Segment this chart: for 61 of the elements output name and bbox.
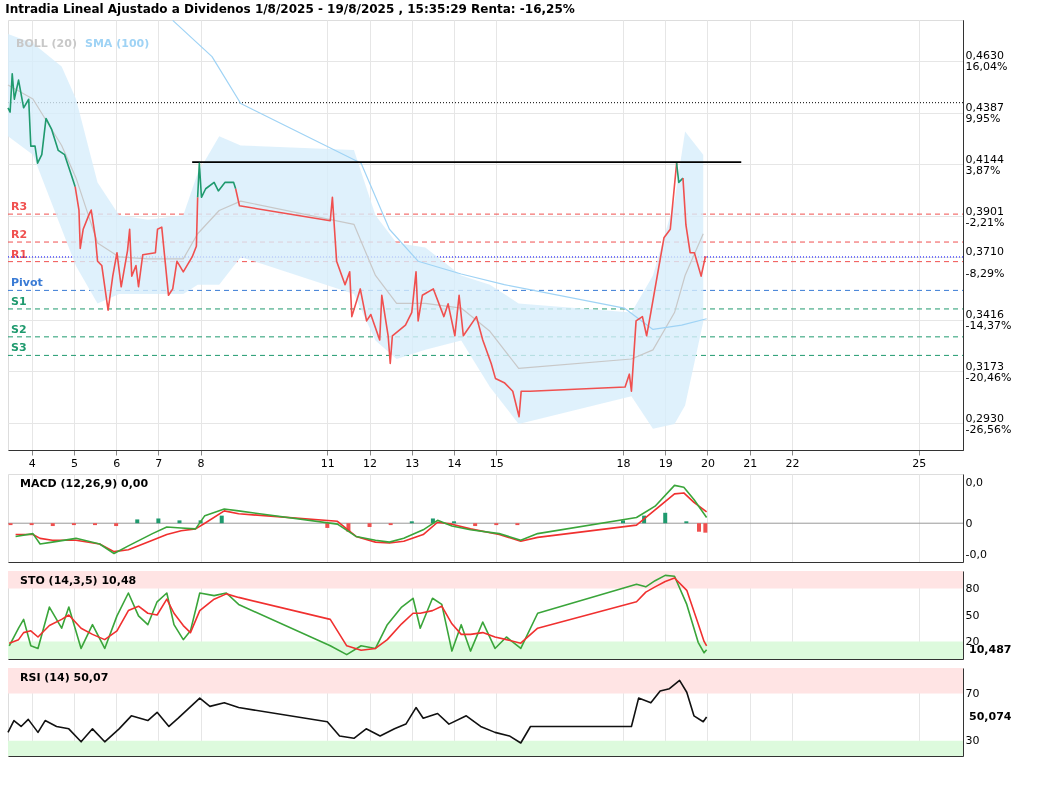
ref-line-label: S3 [11,341,27,355]
ref-line-label: S1 [11,294,27,308]
y2-tick-label: 9,95% [965,112,1001,126]
y-tick-label: 0,4387 [965,101,1004,115]
y2-tick-label: -2,21% [965,215,1005,229]
bar [156,518,161,524]
y-tick-label: 0,2930 [965,411,1004,425]
bar [114,523,119,527]
y2-tick-label: 16,04% [965,60,1008,74]
bar [703,523,708,533]
bar [177,520,182,524]
y2-tick-label: -20,46% [965,370,1012,384]
x-tick-label: 20 [700,456,715,470]
y-tick-label: 0,3173 [965,359,1004,373]
y-tick-label: 0,3901 [965,204,1004,218]
y2-tick-label: -8,29% [965,267,1005,281]
x-tick-label: 7 [155,456,163,470]
ref-line-label: R3 [11,200,28,214]
y-tick-label: 0,3710 [965,245,1004,259]
chart-title: Intradia Lineal Ajustado a Dividenos 1/8/2025 - 19/8/2025 , 15:35:29 Renta: -16,25% [5,1,575,16]
y-tick-label: 0,4630 [965,49,1004,63]
bar [135,519,140,524]
bar [367,523,372,527]
x-tick-label: 15 [489,456,504,470]
ref-line-label: S2 [11,322,27,336]
x-tick-label: 21 [743,456,758,470]
text: 50,074 [969,709,1012,723]
x-tick-label: 5 [70,456,78,470]
x-tick-label: 22 [785,456,800,470]
chart-title: MACD (12,26,9) 0,00 [20,477,149,490]
x-tick-label: 11 [320,456,335,470]
bar [663,512,668,524]
bar [219,515,224,524]
y-tick-label: 0 [965,516,973,530]
x-tick-label: 6 [113,456,121,470]
y-tick-label: 80 [965,582,980,596]
x-tick-label: 14 [447,456,462,470]
chart-title: STO (14,3,5) 10,48 [20,574,137,587]
chart-title: RSI (14) 50,07 [20,671,109,684]
x-tick-label: 12 [363,456,378,470]
y2-tick-label: 3,87% [965,163,1001,177]
y-tick-label: 30 [965,734,980,748]
bar [50,523,55,527]
y-tick-label: 50 [965,608,980,622]
y-tick-label: 0,0 [965,476,983,490]
bar [697,523,702,532]
x-tick-label: 18 [616,456,631,470]
ref-line-label: R1 [11,247,28,261]
ref-line-label: R2 [11,228,28,242]
y2-tick-label: -26,56% [965,422,1012,436]
y-tick-label: 0,4144 [965,152,1004,166]
x-tick-label: 4 [28,456,36,470]
x-tick-label: 19 [658,456,673,470]
bar [473,523,478,527]
x-tick-label: 13 [405,456,420,470]
ref-line-label: Pivot [11,276,43,290]
text: SMA (100) [85,37,150,50]
y-tick-label: 70 [965,686,980,700]
x-tick-label: 25 [912,456,927,470]
x-tick-label: 8 [197,456,205,470]
y-tick-label: -0,0 [965,547,987,561]
